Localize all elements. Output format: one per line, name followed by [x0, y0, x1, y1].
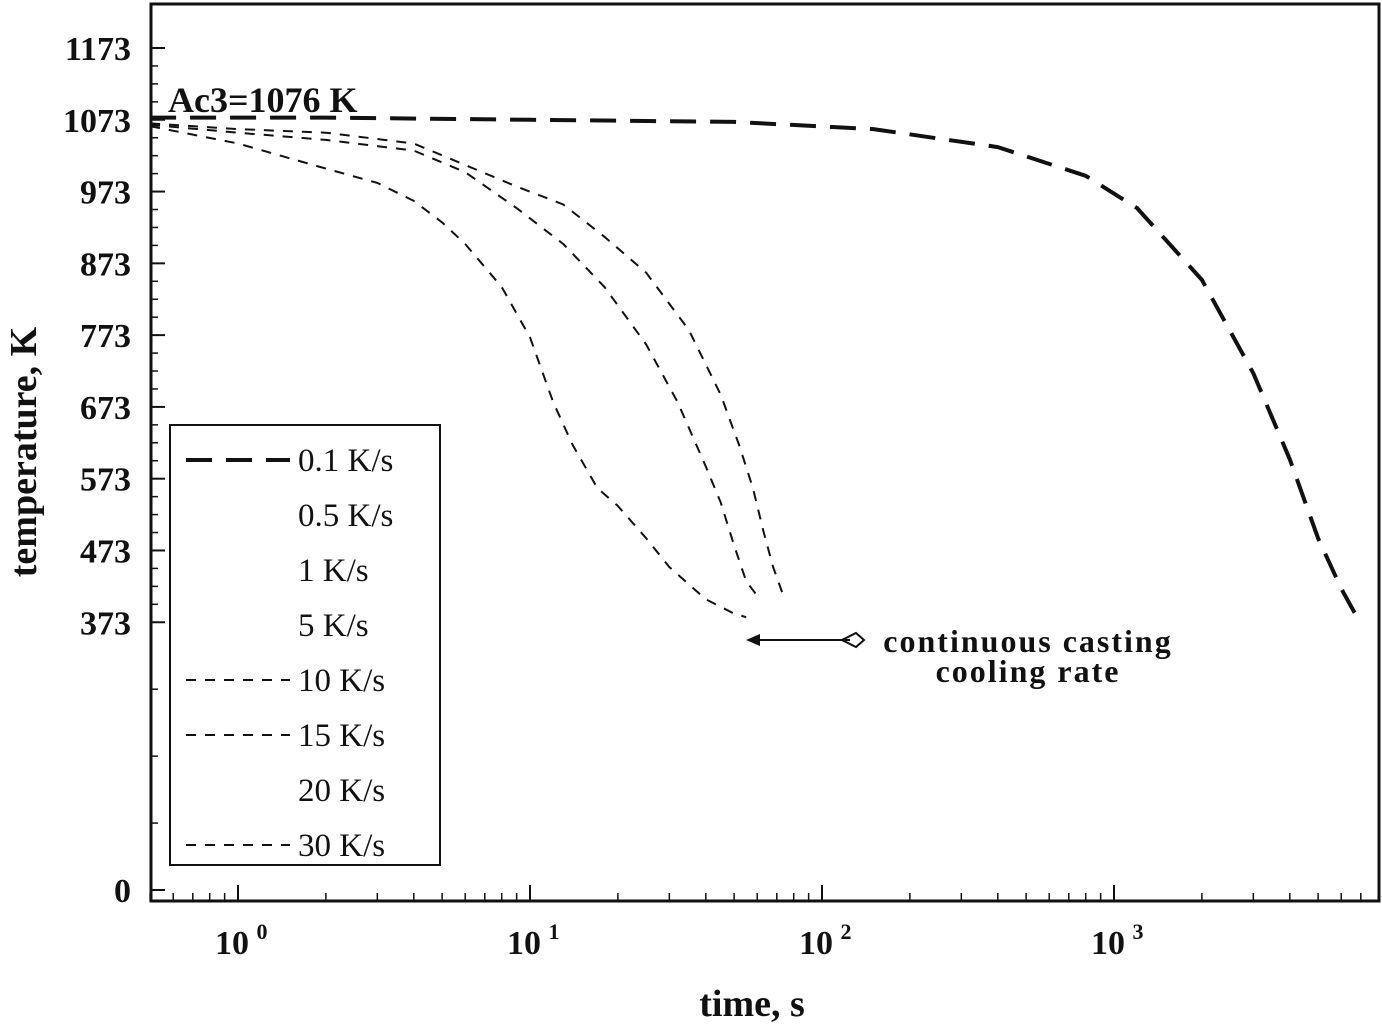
series-line	[150, 115, 1359, 619]
y-tick-label: 473	[80, 533, 131, 570]
legend-label: 10 K/s	[298, 663, 385, 699]
y-tick-label: 873	[80, 246, 131, 283]
ac3-annotation: Ac3=1076 K	[168, 80, 358, 120]
x-tick-label: 10	[799, 925, 833, 962]
y-axis-title: temperature, K	[3, 326, 45, 577]
x-tick-label: 10	[215, 925, 249, 962]
series-line	[150, 123, 758, 597]
x-tick-exponent: 2	[841, 919, 852, 944]
y-tick-label: 1073	[63, 103, 131, 140]
series-lines	[149, 115, 1359, 619]
continuous-casting-arrow: continuous casting cooling rate	[746, 623, 1172, 689]
y-tick-label: 973	[80, 175, 131, 212]
x-tick-label: 10	[1091, 925, 1125, 962]
annotation-line-2: cooling rate	[936, 653, 1121, 689]
x-tick-exponent: 1	[549, 919, 560, 944]
y-tick-label: 1173	[65, 31, 131, 68]
legend-label: 20 K/s	[298, 773, 385, 809]
x-axis-title: time, s	[699, 983, 805, 1025]
legend-label: 30 K/s	[298, 828, 385, 864]
y-tick-labels: 0 373 473 573 673 773 873 973 1073 1173	[63, 31, 131, 910]
y-tick-label: 673	[80, 390, 131, 427]
arrow-head	[746, 634, 760, 646]
arrow-tail-icon	[839, 631, 866, 649]
y-tick-label: 0	[114, 873, 131, 910]
x-tick-exponent: 0	[257, 919, 268, 944]
legend-label: 5 K/s	[298, 608, 369, 644]
plot-frame	[149, 2, 1381, 903]
legend-label: 15 K/s	[298, 718, 385, 754]
legend-label: 1 K/s	[298, 553, 369, 589]
legend-label: 0.5 K/s	[298, 498, 393, 534]
x-tick-label: 10	[507, 925, 541, 962]
x-tick-exponent: 3	[1133, 919, 1144, 944]
x-tick-labels: 10 0 10 1 10 2 10 3	[215, 919, 1144, 962]
legend: 0.1 K/s 0.5 K/s 1 K/s 5 K/s 10 K/s 15 K/s 20 K…	[169, 424, 441, 866]
y-tick-label: 573	[80, 462, 131, 499]
y-tick-label: 373	[80, 605, 131, 642]
legend-label: 0.1 K/s	[298, 443, 393, 479]
legend-box	[169, 424, 441, 866]
annotation-line-1: continuous casting	[883, 623, 1172, 659]
y-tick-label: 773	[80, 318, 131, 355]
